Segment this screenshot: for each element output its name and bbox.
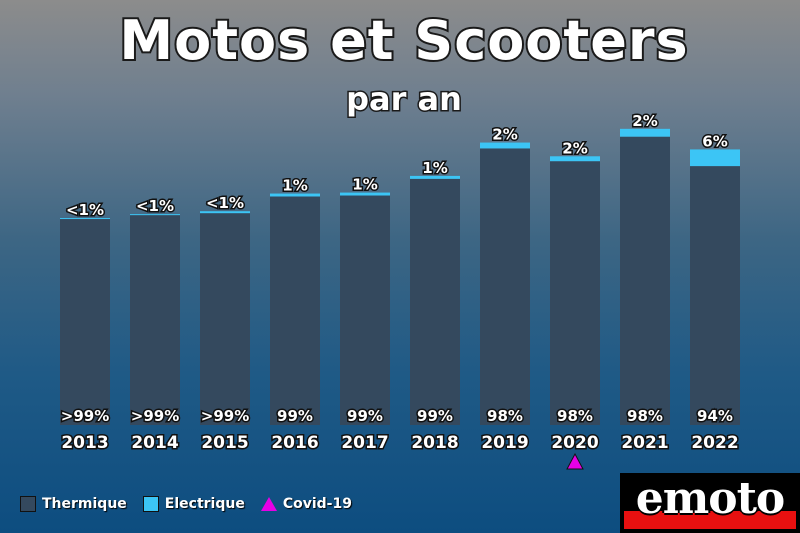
bottom-label-2016: 99% [277,407,313,425]
legend-item-electrique: Electrique [142,496,245,512]
bar-electrique-2019 [480,142,530,149]
chart-subtitle: par an [346,80,462,118]
bottom-label-2013: >99% [61,407,109,425]
legend-swatch-electrique [142,496,159,512]
chart-title: Motos et Scooters [119,9,688,72]
logo-red-band [624,511,796,529]
x-tick-2013: 2013 [61,433,108,453]
bottom-label-2022: 94% [697,407,733,425]
bar-electrique-2013 [60,218,110,220]
x-tick-2015: 2015 [201,433,248,453]
bottom-label-2020: 98% [557,407,593,425]
bars-group: <1% >99% 2013 <1% >99% 2014 <1% >99% 2015 1% 99% 20… [59,110,740,470]
top-label-2016: 1% [282,177,307,195]
legend-label-covid: Covid-19 [282,496,352,512]
bar-electrique-2016 [270,193,320,197]
legend-item-covid: Covid-19 [260,496,352,512]
x-tick-2016: 2016 [271,433,318,453]
bar-thermique-2015 [200,213,250,425]
bar-electrique-2015 [200,211,250,214]
top-label-2017: 1% [352,176,377,194]
emoto-logo: emoto [620,473,800,533]
x-tick-2020: 2020 [551,433,598,453]
bar-thermique-2021 [620,136,670,425]
top-label-2022: 6% [702,132,727,150]
x-tick-2017: 2017 [341,433,388,453]
bottom-label-2019: 98% [487,407,523,425]
bottom-label-2015: >99% [201,407,249,425]
top-label-2021: 2% [632,112,657,130]
legend: Thermique Electrique Covid-19 [20,496,368,512]
bar-thermique-2018 [410,178,460,425]
x-tick-2019: 2019 [481,433,528,453]
legend-swatch-thermique [20,496,36,512]
logo-text: emoto [635,473,786,524]
legend-label-thermique: Thermique [42,496,127,512]
x-tick-2021: 2021 [621,433,668,453]
bar-electrique-2018 [410,175,460,179]
bar-electrique-2014 [130,214,180,216]
bar-thermique-2014 [130,215,180,425]
covid-triangle-marker [566,452,584,470]
legend-item-thermique: Thermique [20,496,127,512]
bottom-label-2014: >99% [131,407,179,425]
bar-thermique-2022 [690,166,740,425]
bar-thermique-2017 [340,195,390,425]
bottom-label-2018: 99% [417,407,453,425]
bar-electrique-2021 [620,128,670,137]
top-label-2013: <1% [66,201,104,219]
top-label-2014: <1% [136,197,174,215]
x-tick-2018: 2018 [411,433,458,453]
bottom-label-2021: 98% [627,407,663,425]
bar-thermique-2019 [480,148,530,425]
bar-thermique-2020 [550,161,600,426]
top-label-2020: 2% [562,139,587,157]
x-tick-2022: 2022 [691,433,738,453]
bottom-label-2017: 99% [347,407,383,425]
bar-thermique-2013 [60,219,110,425]
legend-label-electrique: Electrique [164,496,245,512]
x-tick-2014: 2014 [131,433,178,453]
top-label-2018: 1% [422,159,447,177]
triangle-icon [260,497,277,511]
top-label-2015: <1% [206,194,244,212]
bar-electrique-2017 [340,192,390,196]
bar-electrique-2022 [690,149,740,167]
bar-electrique-2020 [550,156,600,162]
top-label-2019: 2% [492,126,517,144]
bar-thermique-2016 [270,196,320,425]
